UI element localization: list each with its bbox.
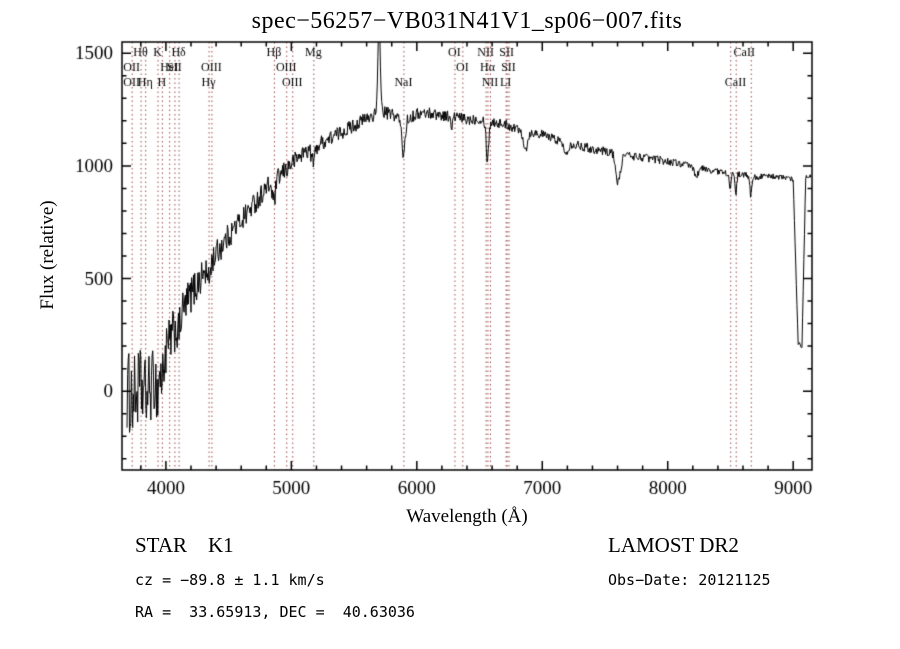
y-axis-label: Flux (relative) xyxy=(37,200,58,310)
x-axis-label: Wavelength (Å) xyxy=(406,506,528,527)
annotation-cz-velocity: cz = −89.8 ± 1.1 km/s xyxy=(135,571,325,589)
annotation-ra-dec: RA = 33.65913, DEC = 40.63036 xyxy=(135,603,415,621)
annotation-survey-name: LAMOST DR2 xyxy=(608,533,739,557)
annotation-object-type: STAR K1 xyxy=(135,533,234,557)
annotation-obs-date: Obs−Date: 20121125 xyxy=(608,571,771,589)
plot-title: spec−56257−VB031N41V1_sp06−007.fits xyxy=(251,8,683,34)
